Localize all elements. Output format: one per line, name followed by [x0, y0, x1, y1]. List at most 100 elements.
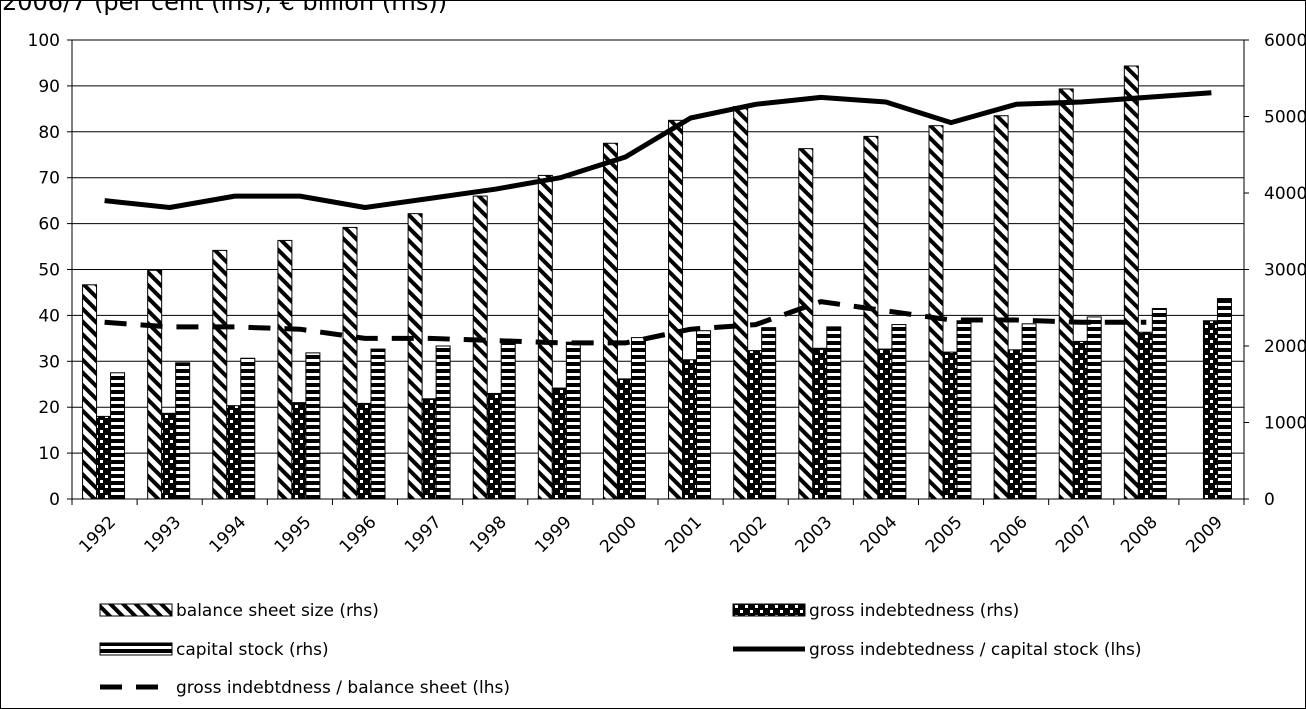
legend-label: gross indebtdness / balance sheet (lhs): [176, 678, 510, 698]
left-tick-label: 90: [38, 77, 60, 97]
x-tick-label: 1994: [206, 512, 251, 557]
right-tick-label: 0: [1264, 490, 1275, 510]
bar-black-checker: [356, 402, 372, 500]
x-tick-label: 2009: [1182, 512, 1227, 557]
x-tick-label: 1992: [75, 512, 120, 557]
bar-diagonal-hatch: [342, 226, 358, 500]
bar-diagonal-hatch: [928, 125, 944, 500]
legend-label: balance sheet size (rhs): [176, 601, 379, 621]
left-tick-label: 60: [38, 215, 60, 235]
legend-swatch: [99, 642, 173, 656]
bar-diagonal-hatch: [82, 284, 98, 500]
x-tick-label: 1999: [531, 512, 576, 557]
bar-diagonal-hatch: [993, 115, 1009, 500]
right-tick-label: 3000: [1264, 261, 1306, 281]
x-tick-label: 2003: [792, 512, 837, 557]
bar-black-checker: [551, 387, 567, 500]
right-tick-label: 5000: [1264, 108, 1306, 128]
x-tick-label: 1996: [336, 512, 381, 557]
chart-title: 2006/7 (per cent (lhs), € billion (rhs)): [2, 0, 448, 16]
bar-horizontal-stripes: [1086, 316, 1102, 500]
x-tick-label: 2002: [726, 512, 771, 557]
bar-horizontal-stripes: [1216, 298, 1232, 500]
bar-horizontal-stripes: [435, 345, 451, 500]
x-tick-label: 2005: [922, 512, 967, 557]
axes: [67, 39, 1249, 505]
left-tick-label: 100: [28, 31, 60, 51]
right-tick-label: 6000: [1264, 31, 1306, 51]
left-tick-label: 30: [38, 352, 60, 372]
bar-black-checker: [682, 359, 698, 500]
bar-black-checker: [812, 347, 828, 500]
bar-black-checker: [747, 350, 763, 500]
bar-black-checker: [1137, 331, 1153, 500]
bar-diagonal-hatch: [277, 239, 293, 500]
bar-diagonal-hatch: [212, 249, 228, 500]
bar-diagonal-hatch: [863, 135, 879, 500]
bar-diagonal-hatch: [1058, 88, 1074, 500]
bar-horizontal-stripes: [175, 362, 191, 500]
bar-horizontal-stripes: [956, 320, 972, 500]
bar-diagonal-hatch: [602, 142, 618, 500]
left-tick-label: 50: [38, 261, 60, 281]
bar-horizontal-stripes: [500, 343, 516, 500]
x-tick-label: 1998: [466, 512, 511, 557]
left-tick-label: 70: [38, 169, 60, 189]
left-tick-label: 0: [49, 490, 60, 510]
right-tick-label: 4000: [1264, 184, 1306, 204]
left-tick-label: 20: [38, 398, 60, 418]
bars: [82, 65, 1232, 500]
bar-horizontal-stripes: [1151, 308, 1167, 500]
bar-black-checker: [1007, 349, 1023, 500]
bar-black-checker: [421, 398, 437, 500]
x-tick-label: 1995: [271, 512, 316, 557]
bar-horizontal-stripes: [630, 337, 646, 500]
x-tick-label: 2008: [1117, 512, 1162, 557]
grid-lines: [72, 39, 1244, 454]
indebtedness-capital-line: [104, 90, 1212, 210]
bar-horizontal-stripes: [110, 372, 126, 500]
legend-label: gross indebtedness (rhs): [809, 601, 1019, 621]
left-tick-label: 80: [38, 123, 60, 143]
bar-horizontal-stripes: [696, 330, 712, 500]
legend-label: capital stock (rhs): [176, 640, 329, 660]
bar-horizontal-stripes: [761, 327, 777, 500]
legend-swatch: [732, 603, 806, 617]
bar-diagonal-hatch: [1123, 65, 1139, 500]
bar-black-checker: [96, 415, 112, 500]
bar-diagonal-hatch: [407, 213, 423, 500]
x-tick-label: 2007: [1052, 512, 1097, 557]
bar-black-checker: [616, 378, 632, 500]
bar-horizontal-stripes: [826, 326, 842, 500]
x-tick-label: 2006: [987, 512, 1032, 557]
bar-black-checker: [942, 351, 958, 500]
right-tick-label: 2000: [1264, 337, 1306, 357]
bar-horizontal-stripes: [240, 357, 256, 500]
bar-black-checker: [486, 392, 502, 500]
bar-horizontal-stripes: [305, 352, 321, 500]
bar-diagonal-hatch: [147, 269, 163, 500]
bar-diagonal-hatch: [537, 174, 553, 500]
bar-black-checker: [877, 348, 893, 500]
bar-black-checker: [1202, 320, 1218, 500]
bar-black-checker: [226, 405, 242, 500]
bar-diagonal-hatch: [733, 106, 749, 500]
left-tick-label: 40: [38, 306, 60, 326]
bar-horizontal-stripes: [891, 324, 907, 500]
x-tick-label: 2000: [596, 512, 641, 557]
x-tick-label: 1993: [140, 512, 185, 557]
bar-diagonal-hatch: [668, 119, 684, 500]
bar-horizontal-stripes: [565, 341, 581, 500]
bar-diagonal-hatch: [472, 195, 488, 500]
bar-black-checker: [161, 412, 177, 500]
legend-label: gross indebtedness / capital stock (lhs): [809, 640, 1142, 660]
bar-diagonal-hatch: [798, 148, 814, 500]
legend: balance sheet size (rhs) gross indebtedne…: [99, 601, 1142, 698]
bar-horizontal-stripes: [1021, 323, 1037, 500]
bar-horizontal-stripes: [370, 348, 386, 500]
left-tick-label: 10: [38, 444, 60, 464]
bar-black-checker: [1072, 340, 1088, 500]
x-tick-label: 2001: [661, 512, 706, 557]
bar-black-checker: [291, 402, 307, 500]
